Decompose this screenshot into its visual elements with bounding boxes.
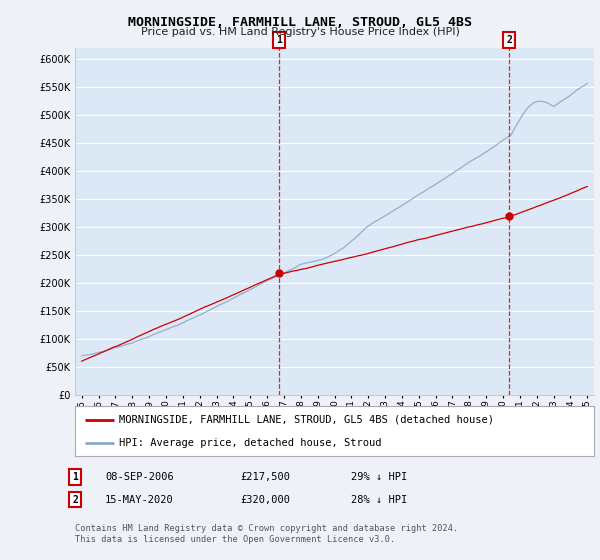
Text: Price paid vs. HM Land Registry's House Price Index (HPI): Price paid vs. HM Land Registry's House … — [140, 27, 460, 37]
Text: 08-SEP-2006: 08-SEP-2006 — [105, 472, 174, 482]
Text: 2: 2 — [72, 494, 78, 505]
Text: 28% ↓ HPI: 28% ↓ HPI — [351, 494, 407, 505]
Text: 2: 2 — [506, 35, 512, 45]
Text: 29% ↓ HPI: 29% ↓ HPI — [351, 472, 407, 482]
Text: £217,500: £217,500 — [240, 472, 290, 482]
Text: MORNINGSIDE, FARMHILL LANE, STROUD, GL5 4BS: MORNINGSIDE, FARMHILL LANE, STROUD, GL5 … — [128, 16, 472, 29]
Text: £320,000: £320,000 — [240, 494, 290, 505]
Text: This data is licensed under the Open Government Licence v3.0.: This data is licensed under the Open Gov… — [75, 535, 395, 544]
Text: MORNINGSIDE, FARMHILL LANE, STROUD, GL5 4BS (detached house): MORNINGSIDE, FARMHILL LANE, STROUD, GL5 … — [119, 414, 494, 424]
Text: 15-MAY-2020: 15-MAY-2020 — [105, 494, 174, 505]
Text: Contains HM Land Registry data © Crown copyright and database right 2024.: Contains HM Land Registry data © Crown c… — [75, 524, 458, 533]
Text: 1: 1 — [276, 35, 281, 45]
Text: 1: 1 — [72, 472, 78, 482]
Text: HPI: Average price, detached house, Stroud: HPI: Average price, detached house, Stro… — [119, 438, 382, 448]
